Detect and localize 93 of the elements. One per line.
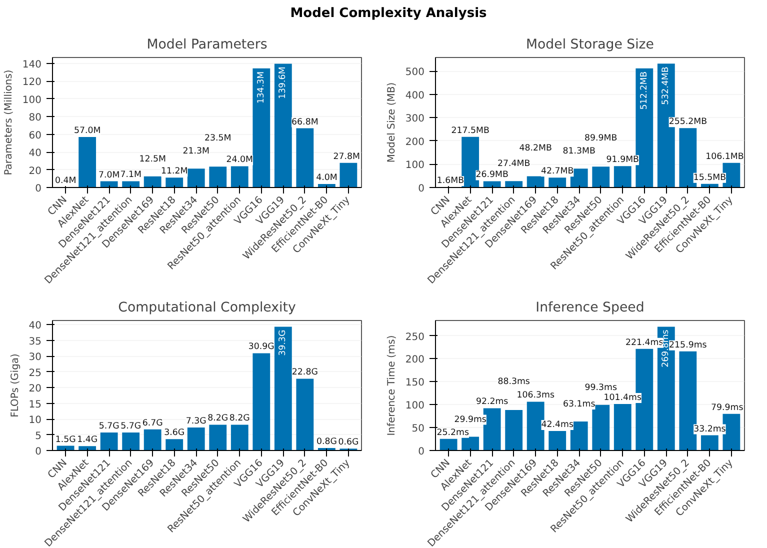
y-tick-label: 140 <box>22 59 42 70</box>
data-label: 42.4ms <box>541 420 574 430</box>
data-label: 66.8M <box>292 117 318 128</box>
y-tick-label: 100 <box>405 400 425 412</box>
y-tick-label: 50 <box>412 424 425 435</box>
data-label: 88.3ms <box>498 376 530 387</box>
data-label: 48.2MB <box>519 143 552 154</box>
data-label: 15.5MB <box>693 172 726 183</box>
y-tick-label: 500 <box>405 67 425 78</box>
data-label: 89.9MB <box>584 134 618 144</box>
data-label: 7.1M <box>120 170 142 180</box>
y-tick-label: 400 <box>405 90 425 102</box>
y-tick-label: 200 <box>405 136 425 148</box>
data-label: 1.5G <box>55 434 76 445</box>
data-label: 39.3G <box>278 330 288 356</box>
data-label: 0.6G <box>338 438 359 448</box>
y-tick-label: 0 <box>418 184 425 194</box>
y-tick-label: 60 <box>28 130 42 142</box>
y-tick-label: 20 <box>28 384 42 395</box>
y-axis-title: Model Size (MB) <box>386 82 398 163</box>
y-tick-label: 80 <box>28 112 42 124</box>
y-tick-label: 150 <box>405 378 425 389</box>
y-tick-label: 0 <box>35 446 42 458</box>
y-tick-label: 5 <box>35 430 42 442</box>
chart-title: Inference Speed <box>536 300 644 316</box>
data-label: 91.9MB <box>606 155 640 166</box>
data-label: 255.2MB <box>668 117 708 128</box>
data-label: 106.3ms <box>516 390 555 401</box>
data-label: 57.0M <box>74 126 101 136</box>
y-tick-label: 30 <box>28 352 42 364</box>
data-label: 30.9G <box>248 342 274 352</box>
data-label: 139.6M <box>278 66 288 99</box>
data-label: 215.9ms <box>669 340 708 350</box>
y-tick-label: 0 <box>418 446 425 458</box>
data-label: 7.0M <box>98 170 120 180</box>
data-label: 0.8G <box>316 436 337 447</box>
text: Model Complexity Analysis <box>290 5 487 23</box>
y-axis-title: Parameters (Millions) <box>3 70 14 176</box>
data-label: 12.5M <box>139 154 166 164</box>
data-label: 21.3M <box>182 146 210 157</box>
y-tick-label: 100 <box>405 160 425 172</box>
data-label: 532.4MB <box>661 66 672 105</box>
data-label: 5.7G <box>120 422 142 432</box>
data-label: 106.1MB <box>706 152 744 162</box>
data-label: 27.4MB <box>498 159 530 170</box>
y-tick-label: 0 <box>35 184 42 194</box>
data-label: 134.3M <box>256 71 266 104</box>
y-tick-label: 20 <box>28 166 42 177</box>
chart-title: Model Storage Size <box>526 38 654 52</box>
y-tick-label: 25 <box>28 368 42 379</box>
data-label: 23.5M <box>204 134 232 144</box>
data-label: 33.2ms <box>694 424 726 434</box>
y-axis-title: FLOPs (Giga) <box>10 353 21 418</box>
y-tick-label: 40 <box>28 320 42 332</box>
data-label: 1.4G <box>77 435 98 446</box>
data-label: 25.2ms <box>436 428 470 438</box>
data-label: 63.1ms <box>563 400 596 410</box>
y-axis-title: Inference Time (ms) <box>386 335 398 436</box>
data-label: 11.2M <box>160 166 188 177</box>
data-label: 5.7G <box>98 422 120 432</box>
y-tick-label: 120 <box>22 77 42 88</box>
y-tick-label: 300 <box>405 114 425 125</box>
data-label: 1.6MB <box>436 176 464 186</box>
chart-title: Computational Complexity <box>118 300 296 316</box>
y-tick-label: 200 <box>405 354 425 366</box>
data-label: 24.0M <box>226 155 254 166</box>
data-label: 42.7MB <box>541 166 574 177</box>
data-label: 512.2MB <box>639 71 650 110</box>
y-tick-label: 100 <box>22 94 42 106</box>
data-label: 0.4M <box>54 176 76 186</box>
data-label: 221.4ms <box>626 338 664 348</box>
data-label: 4.0M <box>316 172 338 183</box>
y-tick-label: 250 <box>405 332 425 343</box>
data-label: 6.7G <box>142 418 163 428</box>
data-label: 81.3MB <box>562 146 596 157</box>
data-label: 26.9MB <box>476 170 508 180</box>
y-tick-label: 10 <box>28 415 42 426</box>
data-label: 217.5MB <box>451 126 490 136</box>
data-label: 79.9ms <box>711 402 744 413</box>
data-label: 99.3ms <box>584 382 618 393</box>
data-label: 92.2ms <box>476 397 509 408</box>
y-tick-label: 15 <box>28 399 42 410</box>
data-label: 8.2G <box>208 414 228 424</box>
data-label: 3.6G <box>164 428 185 438</box>
data-label: 101.4ms <box>604 392 642 403</box>
data-label: 27.8M <box>333 152 360 162</box>
data-label: 7.3G <box>186 416 206 427</box>
y-tick-label: 40 <box>28 148 42 160</box>
data-label: 29.9ms <box>454 414 487 425</box>
chart-title: Model Parameters <box>146 38 268 52</box>
y-tick-label: 35 <box>28 336 42 348</box>
data-label: 8.2G <box>229 414 250 424</box>
data-label: 22.8G <box>292 368 318 378</box>
